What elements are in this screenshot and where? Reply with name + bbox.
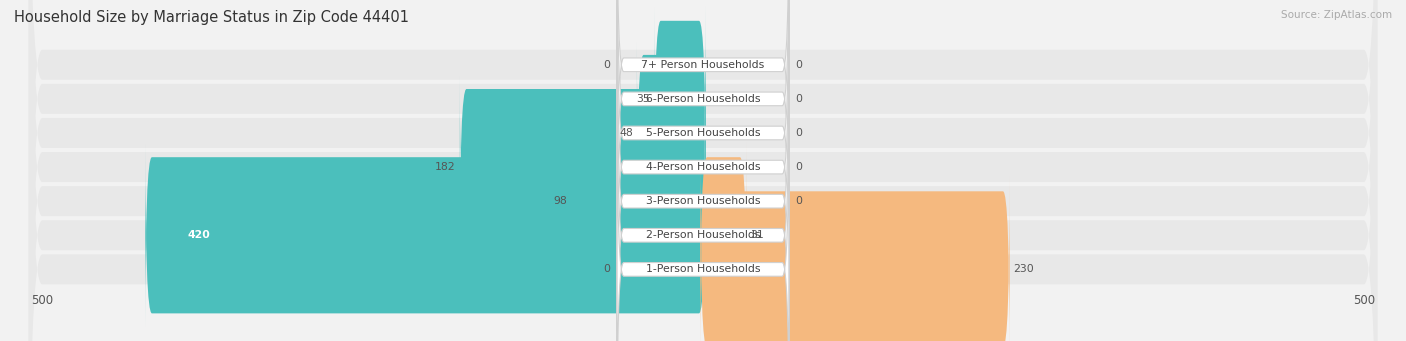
Text: 182: 182 xyxy=(436,162,456,172)
FancyBboxPatch shape xyxy=(30,0,1376,341)
FancyBboxPatch shape xyxy=(617,0,789,228)
Text: Source: ZipAtlas.com: Source: ZipAtlas.com xyxy=(1281,10,1392,20)
Text: 4-Person Households: 4-Person Households xyxy=(645,162,761,172)
FancyBboxPatch shape xyxy=(145,143,706,328)
FancyBboxPatch shape xyxy=(617,3,789,331)
Text: 0: 0 xyxy=(796,94,803,104)
Text: 31: 31 xyxy=(751,230,765,240)
FancyBboxPatch shape xyxy=(654,6,706,191)
FancyBboxPatch shape xyxy=(30,0,1376,341)
FancyBboxPatch shape xyxy=(617,38,789,341)
FancyBboxPatch shape xyxy=(700,143,747,328)
FancyBboxPatch shape xyxy=(617,0,789,297)
FancyBboxPatch shape xyxy=(30,0,1376,341)
Text: 0: 0 xyxy=(603,264,610,275)
Text: 3-Person Households: 3-Person Households xyxy=(645,196,761,206)
Text: 0: 0 xyxy=(796,196,803,206)
Text: 7+ Person Households: 7+ Person Households xyxy=(641,60,765,70)
Text: 0: 0 xyxy=(796,60,803,70)
Text: 48: 48 xyxy=(619,128,633,138)
Text: 1-Person Households: 1-Person Households xyxy=(645,264,761,275)
FancyBboxPatch shape xyxy=(700,177,1010,341)
FancyBboxPatch shape xyxy=(30,0,1376,341)
FancyBboxPatch shape xyxy=(617,106,789,341)
Text: 0: 0 xyxy=(796,162,803,172)
Text: 0: 0 xyxy=(603,60,610,70)
FancyBboxPatch shape xyxy=(617,72,789,341)
FancyBboxPatch shape xyxy=(637,41,706,225)
FancyBboxPatch shape xyxy=(571,109,706,294)
Text: 6-Person Households: 6-Person Households xyxy=(645,94,761,104)
FancyBboxPatch shape xyxy=(30,0,1376,341)
FancyBboxPatch shape xyxy=(460,75,706,260)
Text: 420: 420 xyxy=(187,230,211,240)
Text: 2-Person Households: 2-Person Households xyxy=(645,230,761,240)
Text: 0: 0 xyxy=(796,128,803,138)
Text: 230: 230 xyxy=(1014,264,1035,275)
FancyBboxPatch shape xyxy=(30,0,1376,341)
Text: 98: 98 xyxy=(553,196,567,206)
Text: 35: 35 xyxy=(637,94,650,104)
Text: 5-Person Households: 5-Person Households xyxy=(645,128,761,138)
FancyBboxPatch shape xyxy=(30,0,1376,341)
Text: Household Size by Marriage Status in Zip Code 44401: Household Size by Marriage Status in Zip… xyxy=(14,10,409,25)
FancyBboxPatch shape xyxy=(617,0,789,263)
Legend: Family, Nonfamily: Family, Nonfamily xyxy=(630,340,776,341)
